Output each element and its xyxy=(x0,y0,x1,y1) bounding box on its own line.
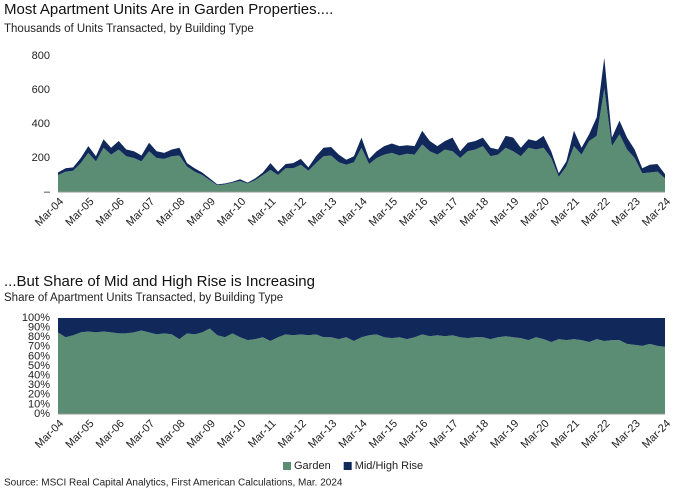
x-tick-label: Mar-09 xyxy=(185,418,218,451)
x-tick-label: Mar-05 xyxy=(63,196,96,229)
x-tick-label: Mar-08 xyxy=(154,418,187,451)
x-tick-label: Mar-17 xyxy=(428,418,461,451)
legend-swatch xyxy=(283,462,291,470)
legend-label: Garden xyxy=(294,460,331,472)
x-tick-label: Mar-23 xyxy=(610,196,643,229)
y-tick-label: 20% xyxy=(28,389,50,401)
y-tick-label: 90% xyxy=(28,322,50,334)
x-tick-label: Mar-04 xyxy=(33,418,66,451)
x-tick-label: Mar-14 xyxy=(337,196,370,229)
x-tick-label: Mar-15 xyxy=(367,418,400,451)
x-tick-label: Mar-15 xyxy=(367,196,400,229)
y-tick-label: 80% xyxy=(28,331,50,343)
x-tick-label: Mar-20 xyxy=(519,418,552,451)
source-note: Source: MSCI Real Capital Analytics, Fir… xyxy=(4,478,343,489)
x-tick-label: Mar-09 xyxy=(185,196,218,229)
x-tick-label: Mar-05 xyxy=(63,418,96,451)
x-tick-label: Mar-07 xyxy=(124,196,157,229)
x-tick-label: Mar-18 xyxy=(458,196,491,229)
chart-title: Most Apartment Units Are in Garden Prope… xyxy=(4,1,333,18)
x-tick-label: Mar-19 xyxy=(488,418,521,451)
x-tick-label: Mar-17 xyxy=(428,196,461,229)
y-tick-label: 200 xyxy=(32,152,50,164)
y-tick-label: 800 xyxy=(32,50,50,62)
x-tick-label: Mar-10 xyxy=(215,196,248,229)
y-tick-label: 40% xyxy=(28,370,50,382)
y-tick-label: 600 xyxy=(32,84,50,96)
legend-label: Mid/High Rise xyxy=(355,460,423,472)
x-tick-label: Mar-22 xyxy=(579,418,612,451)
area xyxy=(58,328,665,414)
chart-title: ...But Share of Mid and High Rise is Inc… xyxy=(4,273,315,290)
y-tick-label: – xyxy=(44,186,51,198)
y-tick-label: 60% xyxy=(28,350,50,362)
x-tick-label: Mar-13 xyxy=(306,418,339,451)
y-tick-label: 100% xyxy=(22,312,50,324)
y-tick-label: 0% xyxy=(34,408,50,420)
x-tick-label: Mar-16 xyxy=(397,196,430,229)
x-tick-label: Mar-22 xyxy=(579,196,612,229)
x-tick-label: Mar-11 xyxy=(246,196,279,229)
x-tick-label: Mar-12 xyxy=(276,418,309,451)
legend-swatch xyxy=(343,462,352,470)
x-tick-label: Mar-24 xyxy=(640,196,673,229)
x-tick-label: Mar-16 xyxy=(397,418,430,451)
x-tick-label: Mar-12 xyxy=(276,196,309,229)
x-tick-label: Mar-06 xyxy=(94,418,127,451)
area xyxy=(58,57,665,186)
chart-subtitle: Thousands of Units Transacted, by Buildi… xyxy=(4,23,254,35)
x-tick-label: Mar-24 xyxy=(640,418,673,451)
x-tick-label: Mar-11 xyxy=(246,418,279,451)
x-tick-label: Mar-23 xyxy=(610,418,643,451)
x-tick-label: Mar-20 xyxy=(519,196,552,229)
chart-subtitle: Share of Apartment Units Transacted, by … xyxy=(4,292,283,304)
y-tick-label: 50% xyxy=(28,360,50,372)
x-tick-label: Mar-08 xyxy=(154,196,187,229)
x-tick-label: Mar-21 xyxy=(549,418,582,451)
x-tick-label: Mar-19 xyxy=(488,196,521,229)
x-tick-label: Mar-13 xyxy=(306,196,339,229)
area xyxy=(58,318,665,347)
x-tick-label: Mar-06 xyxy=(94,196,127,229)
x-tick-label: Mar-21 xyxy=(549,196,582,229)
x-tick-label: Mar-07 xyxy=(124,418,157,451)
x-tick-label: Mar-18 xyxy=(458,418,491,451)
y-tick-label: 400 xyxy=(32,118,50,130)
y-tick-label: 70% xyxy=(28,341,50,353)
y-tick-label: 30% xyxy=(28,379,50,391)
x-tick-label: Mar-04 xyxy=(33,196,66,229)
x-tick-label: Mar-10 xyxy=(215,418,248,451)
area xyxy=(58,88,665,192)
y-tick-label: 10% xyxy=(28,398,50,410)
x-tick-label: Mar-14 xyxy=(337,418,370,451)
